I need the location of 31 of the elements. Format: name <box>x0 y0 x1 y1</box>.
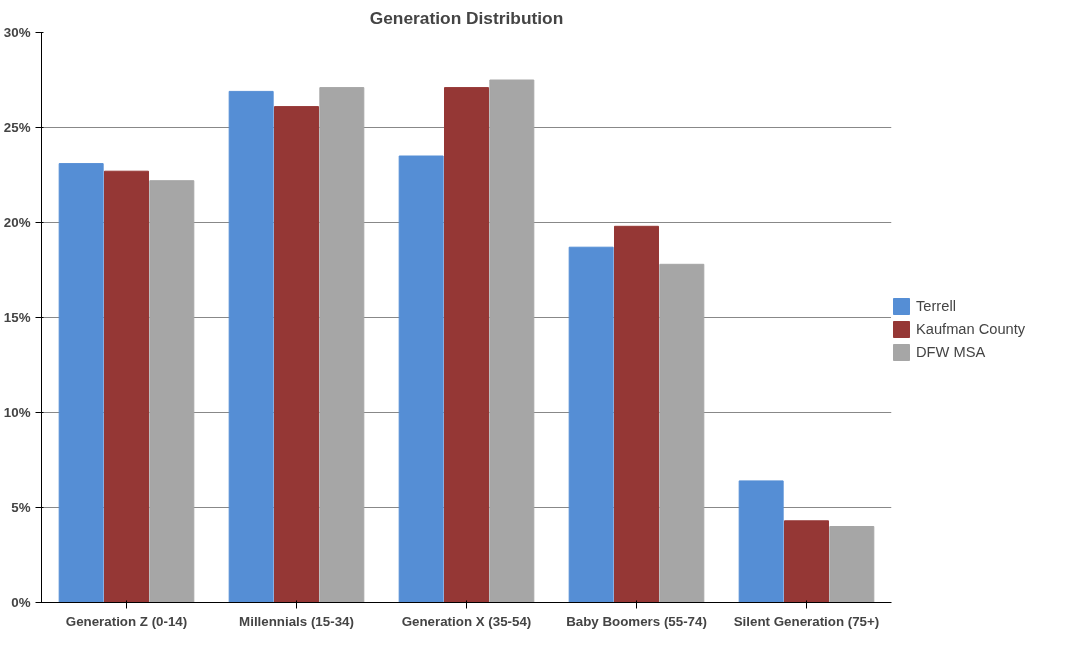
bar <box>104 170 149 603</box>
bar <box>829 526 875 603</box>
y-tick-label: 5% <box>11 500 31 515</box>
bar <box>228 90 274 603</box>
legend-label: Terrell <box>916 298 956 314</box>
bar <box>274 106 319 603</box>
chart-title: Generation Distribution <box>369 7 564 28</box>
x-tick-label: Generation X (35-54) <box>401 613 532 629</box>
x-tick-label: Baby Boomers (55-74) <box>566 613 707 629</box>
bar <box>738 480 784 603</box>
bar <box>489 79 535 603</box>
y-tick-label: 20% <box>3 215 31 230</box>
y-tick-label: 0% <box>11 595 31 610</box>
bar <box>784 520 829 603</box>
x-tick-label: Generation Z (0-14) <box>65 613 188 629</box>
bar <box>319 87 365 603</box>
bar <box>398 155 444 603</box>
x-tick-label: Millennials (15-34) <box>239 613 354 629</box>
bar <box>149 180 195 603</box>
bar <box>659 263 705 603</box>
bar <box>58 163 104 603</box>
bar <box>444 87 489 603</box>
y-tick-label: 15% <box>3 310 31 325</box>
legend-label: Kaufman County <box>916 321 1026 337</box>
y-tick-label: 25% <box>3 120 31 135</box>
bar <box>568 246 614 603</box>
x-tick-label: Silent Generation (75+) <box>733 613 880 629</box>
y-tick-label: 10% <box>3 405 31 420</box>
bar <box>614 225 659 603</box>
legend-label: DFW MSA <box>916 344 986 360</box>
y-tick-label: 30% <box>3 25 31 40</box>
